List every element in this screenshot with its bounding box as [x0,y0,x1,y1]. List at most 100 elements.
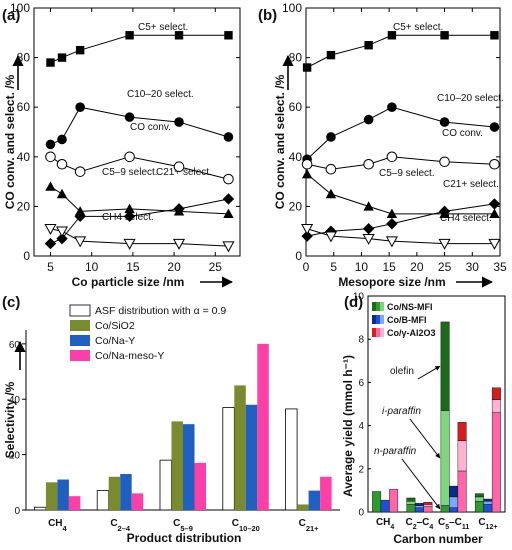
panel-a-y-tick-label: 100 [10,1,30,15]
panel-a-series-0-point [125,31,134,40]
panel-a-label-co: CO conv. [130,122,171,133]
panel-b-label-c10: C10–20 select. [437,93,504,104]
panel-a-series-1-point [124,112,135,122]
panel-b-x-tick-label: 25 [438,260,452,274]
panel-b: (b) CO conv. and select. /% Mesopore siz… [258,1,507,289]
panel-c-bar-0-1 [96,490,110,511]
panel-c-legend-swatch-1 [70,320,90,331]
panel-d-bar-0-3-i [474,496,484,502]
panel-d-bar-1-1-n [414,507,424,513]
panel-c-category-label: C5–9 [173,518,193,533]
panel-c-bar-2-4 [308,490,321,510]
panel-a-series-4-point [222,193,235,205]
panel-b-x-title: Mesopore size /nm [338,275,445,289]
panel-a-x-tick-label: 5 [47,260,54,274]
panel-b-series-0-point [490,31,499,40]
panel-b-series-1-point [439,117,450,127]
panel-b-label-ch4: CH4 select. [440,213,492,224]
panel-a-series-3-point [45,181,56,191]
panel-d-bar-1-3-i [483,501,493,505]
panel-d-bar-0-3-olefin [474,493,484,498]
panel-a-x-title: Co particle size /nm [72,275,185,289]
panel-a-series-2-point [173,161,185,173]
panel-b-y-title: CO conv. and select. /% [273,74,287,209]
panel-d-annotation-arrow-0 [417,365,441,380]
panel-c-x-title: Product distribution [127,531,242,545]
panel-a-series-2-point [45,151,56,163]
panel-c-legend-swatch-3 [70,350,90,361]
panel-c: (c) Selectivity /% Product distribution … [2,294,340,545]
panel-a-x-tick-label: 15 [126,260,140,274]
panel-b-label-c21: C21+ select. [443,179,499,190]
panel-b-series-5-point [385,236,398,248]
panel-d-legend-label-0: Co/NS-MFI [387,302,433,312]
panel-b-y-tick-label: 100 [282,1,302,15]
panel-c-bar-1-0 [45,482,58,510]
panel-a-label-c59: C5–9 select. [102,167,158,178]
panel-b-series-3-point [489,208,500,219]
panel-c-legend-swatch-0 [69,304,91,317]
panel-a-series-3-line [50,186,229,215]
panel-b-series-2-point [386,151,398,163]
panel-a-series-5-point [123,238,136,250]
panel-d-bar-2-0-n [389,489,399,513]
panel-b-series-1-point [326,132,336,142]
panel-c-bar-3-2 [194,462,206,510]
panel-c-legend-label-1: Co/SiO2 [95,320,135,332]
panel-b-x-tick-label: 10 [355,260,369,274]
panel-d-y-tick-label: 0 [358,508,364,519]
panel-d-legend-swatch-2-a [372,328,376,337]
panel-a-label: (a) [2,7,20,24]
panel-b-series-3-line [306,173,495,215]
panel-c-category-label: C2–4 [110,518,131,533]
panel-d-bar-2-3-n [491,412,501,513]
panel-a-series-0-point [224,31,233,40]
panel-a-series-2-point [223,173,234,185]
panel-d-bar-1-0-n [380,499,390,513]
panel-c-bar-3-3 [257,343,269,510]
panel-d-legend-label-2: Co/γ-Al2O3 [387,328,436,338]
panel-b-series-5-point [488,238,501,250]
panel-b-series-5-point [301,224,314,235]
panel-b-y-tick-label: 0 [295,249,302,263]
panel-a-series-4-point [56,232,68,245]
panel-a-series-3-point [223,208,234,219]
panel-d-legend-swatch-1-b [376,315,380,324]
panel-d-bar-1-3-olefin [483,498,493,502]
panel-c-y-title: Selectivity /% [3,381,17,458]
panel-d-bar-0-0-n [372,491,382,513]
panel-d-y-tick-label: 4 [358,421,364,432]
panel-a-label-c10: C10–20 select. [127,89,194,100]
panel-b-series-3-point [386,208,398,219]
panel-a-series-5-point [172,238,186,250]
panel-b-label: (b) [258,7,277,24]
panel-d-bar-0-2-olefin [440,321,450,411]
panel-d-bar-2-1-i [423,504,433,507]
panel-a-series-5-point [222,241,235,253]
panel-b-x-tick-label: 20 [410,260,424,274]
panel-b-series-4-point [488,198,501,210]
panel-c-label: (c) [2,294,20,311]
panel-d-category-label: C2–C4 [405,517,433,531]
panel-c-bar-3-1 [131,493,144,510]
panel-d-bar-1-1-olefin [414,503,424,506]
panel-d-bar-0-2-n [440,505,450,513]
panel-d-category-label: C12+ [478,517,497,531]
panel-a-series-3-point [124,203,135,214]
panel-c-bar-0-3 [222,407,235,511]
panel-b-series-2-point [301,158,313,170]
panel-d-annotation-arrow-2 [401,458,441,510]
panel-b-series-3-point [363,201,374,211]
panel-c-bar-1-4 [297,504,309,510]
panel-b-x-tick-label: 35 [493,260,507,274]
panel-a-series-1-point [223,132,234,142]
panel-d-y-tick-label: 10 [353,292,365,303]
panel-b-y-tick-label: 60 [289,100,303,114]
panel-d-bar-0-3-n [474,501,484,513]
panel-a-y-tick-label: 20 [17,199,31,213]
panel-c-bar-2-1 [120,474,132,510]
panel-c-category-label: C10–20 [232,518,260,533]
panel-d-bar-0-2-i [440,410,450,506]
panel-a-y-tick-label: 60 [17,100,31,114]
panel-d-plot-frame [367,295,506,513]
